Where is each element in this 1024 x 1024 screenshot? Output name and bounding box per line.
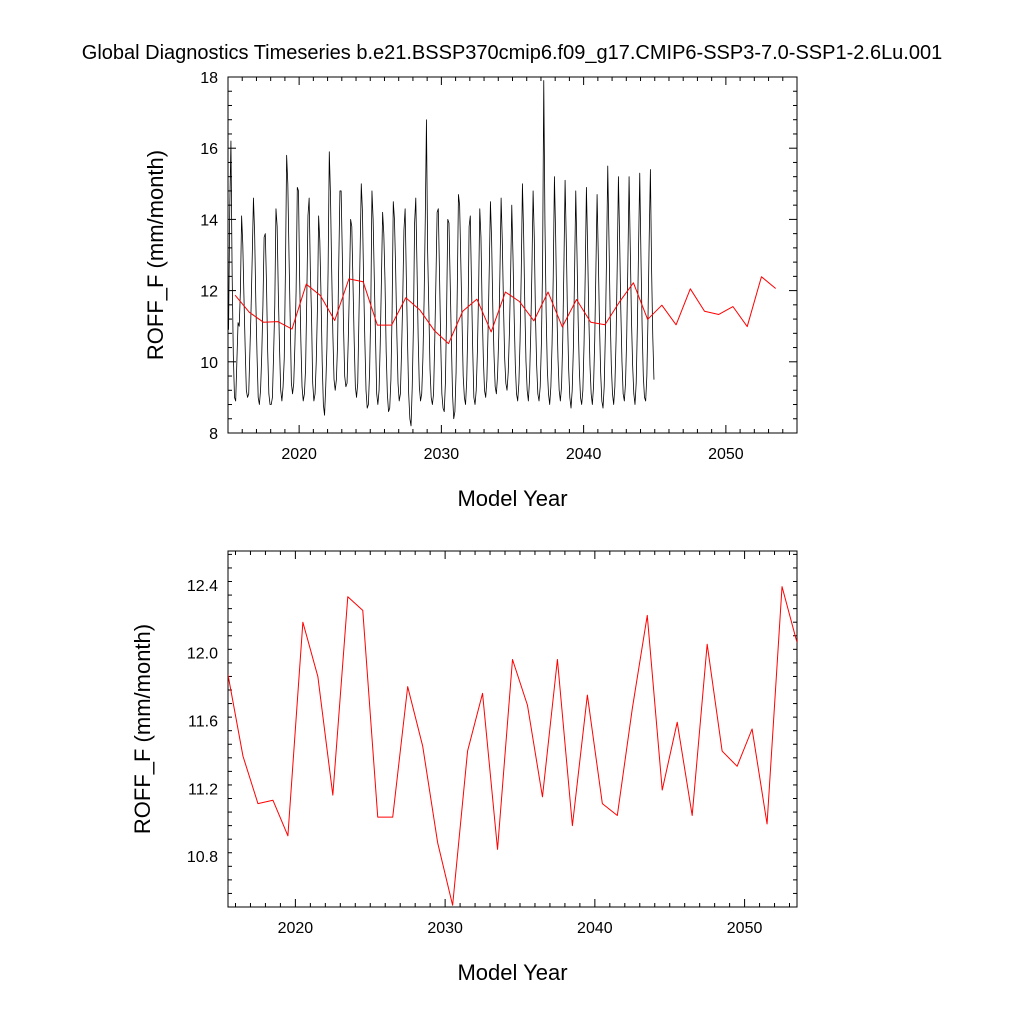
y-tick-label: 12.4: [187, 578, 218, 595]
y-tick-label: 8: [209, 426, 218, 443]
annual-mean-series-line: [228, 586, 797, 906]
y-tick-label: 11.6: [188, 714, 218, 731]
y-tick-label: 18: [200, 70, 218, 87]
x-tick-label: 2050: [727, 920, 763, 937]
top-timeseries-panel: 2020 2030 2040 2050 8 10 12 14 16 18 Model Year ROF…: [143, 70, 798, 511]
monthly-series-line: [228, 80, 655, 427]
y-tick-label: 14: [200, 212, 218, 229]
y-tick-label: 10: [200, 355, 218, 372]
x-tick-label: 2040: [566, 446, 602, 463]
y-tick-label: 12: [200, 284, 218, 301]
y-axis-label: ROFF_F (mm/month): [143, 150, 168, 360]
figure-title: Global Diagnostics Timeseries b.e21.BSSP…: [81, 42, 943, 64]
bottom-annual-panel: 2020 2030 2040 2050 10.8 11.2 11.6 12.0 12.4 Mode…: [130, 550, 798, 985]
annual-mean-series-line: [234, 276, 776, 345]
y-axis-label: ROFF_F (mm/month): [130, 624, 155, 834]
x-axis-label: Model Year: [457, 486, 567, 511]
x-tick-label: 2050: [708, 446, 744, 463]
x-axis-label: Model Year: [457, 960, 567, 985]
x-tick-label: 2020: [281, 446, 317, 463]
y-tick-label: 11.2: [188, 781, 218, 798]
plot-frame: [227, 550, 798, 908]
y-tick-label: 10.8: [187, 849, 218, 866]
y-tick-label: 12.0: [187, 646, 218, 663]
x-tick-label: 2020: [278, 920, 314, 937]
x-tick-label: 2030: [424, 446, 460, 463]
x-tick-label: 2030: [427, 920, 463, 937]
x-tick-label: 2040: [577, 920, 613, 937]
y-tick-label: 16: [200, 141, 218, 158]
plot-frame: [227, 76, 798, 434]
